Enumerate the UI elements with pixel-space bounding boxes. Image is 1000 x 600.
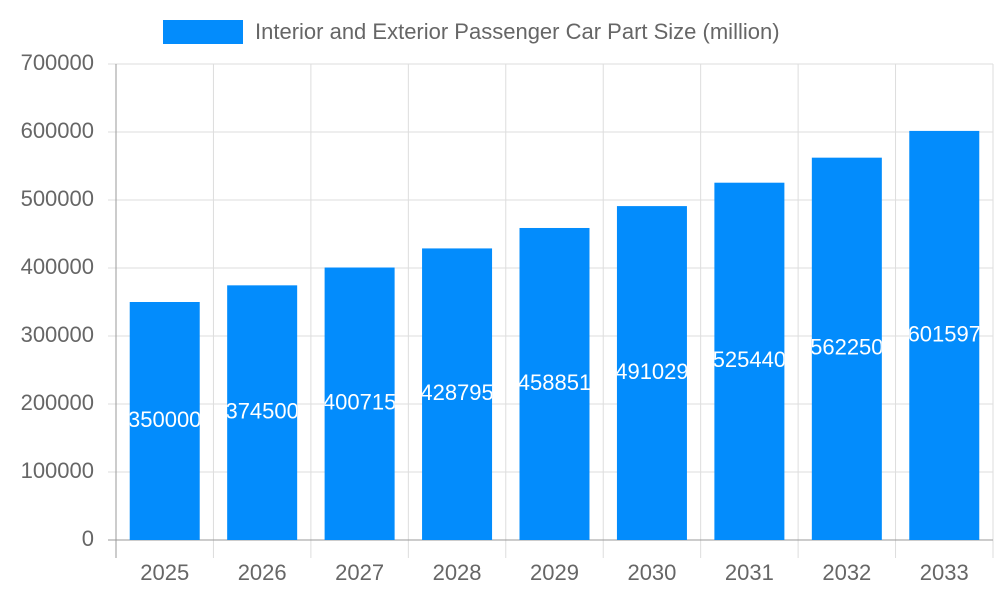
data-label: 491029 bbox=[615, 359, 688, 384]
bar bbox=[129, 302, 200, 540]
data-label: 374500 bbox=[225, 398, 298, 423]
y-tick-label: 700000 bbox=[21, 50, 94, 75]
bar bbox=[227, 285, 298, 540]
data-label: 562250 bbox=[810, 335, 883, 360]
data-label: 428795 bbox=[420, 380, 493, 405]
y-tick-label: 600000 bbox=[21, 118, 94, 143]
bar bbox=[909, 130, 980, 540]
data-label: 525440 bbox=[713, 347, 786, 372]
x-tick-label: 2027 bbox=[335, 560, 384, 585]
bar bbox=[519, 227, 590, 540]
x-tick-label: 2032 bbox=[822, 560, 871, 585]
legend-label: Interior and Exterior Passenger Car Part… bbox=[255, 19, 780, 44]
bar bbox=[422, 248, 493, 540]
x-tick-label: 2026 bbox=[238, 560, 287, 585]
bar bbox=[811, 157, 882, 541]
data-label: 350000 bbox=[128, 407, 201, 432]
y-tick-label: 400000 bbox=[21, 254, 94, 279]
y-tick-label: 0 bbox=[82, 526, 94, 551]
data-label: 458851 bbox=[518, 370, 591, 395]
y-tick-label: 300000 bbox=[21, 322, 94, 347]
x-tick-label: 2029 bbox=[530, 560, 579, 585]
x-tick-label: 2025 bbox=[140, 560, 189, 585]
bar bbox=[324, 267, 395, 540]
x-tick-label: 2030 bbox=[627, 560, 676, 585]
legend-swatch bbox=[163, 20, 243, 44]
x-tick-label: 2031 bbox=[725, 560, 774, 585]
x-tick-label: 2028 bbox=[433, 560, 482, 585]
y-tick-label: 200000 bbox=[21, 390, 94, 415]
bar bbox=[714, 182, 785, 540]
y-tick-label: 100000 bbox=[21, 458, 94, 483]
bar bbox=[616, 206, 687, 540]
x-tick-label: 2033 bbox=[920, 560, 969, 585]
data-label: 601597 bbox=[908, 321, 981, 346]
y-tick-label: 500000 bbox=[21, 186, 94, 211]
data-label: 400715 bbox=[323, 390, 396, 415]
